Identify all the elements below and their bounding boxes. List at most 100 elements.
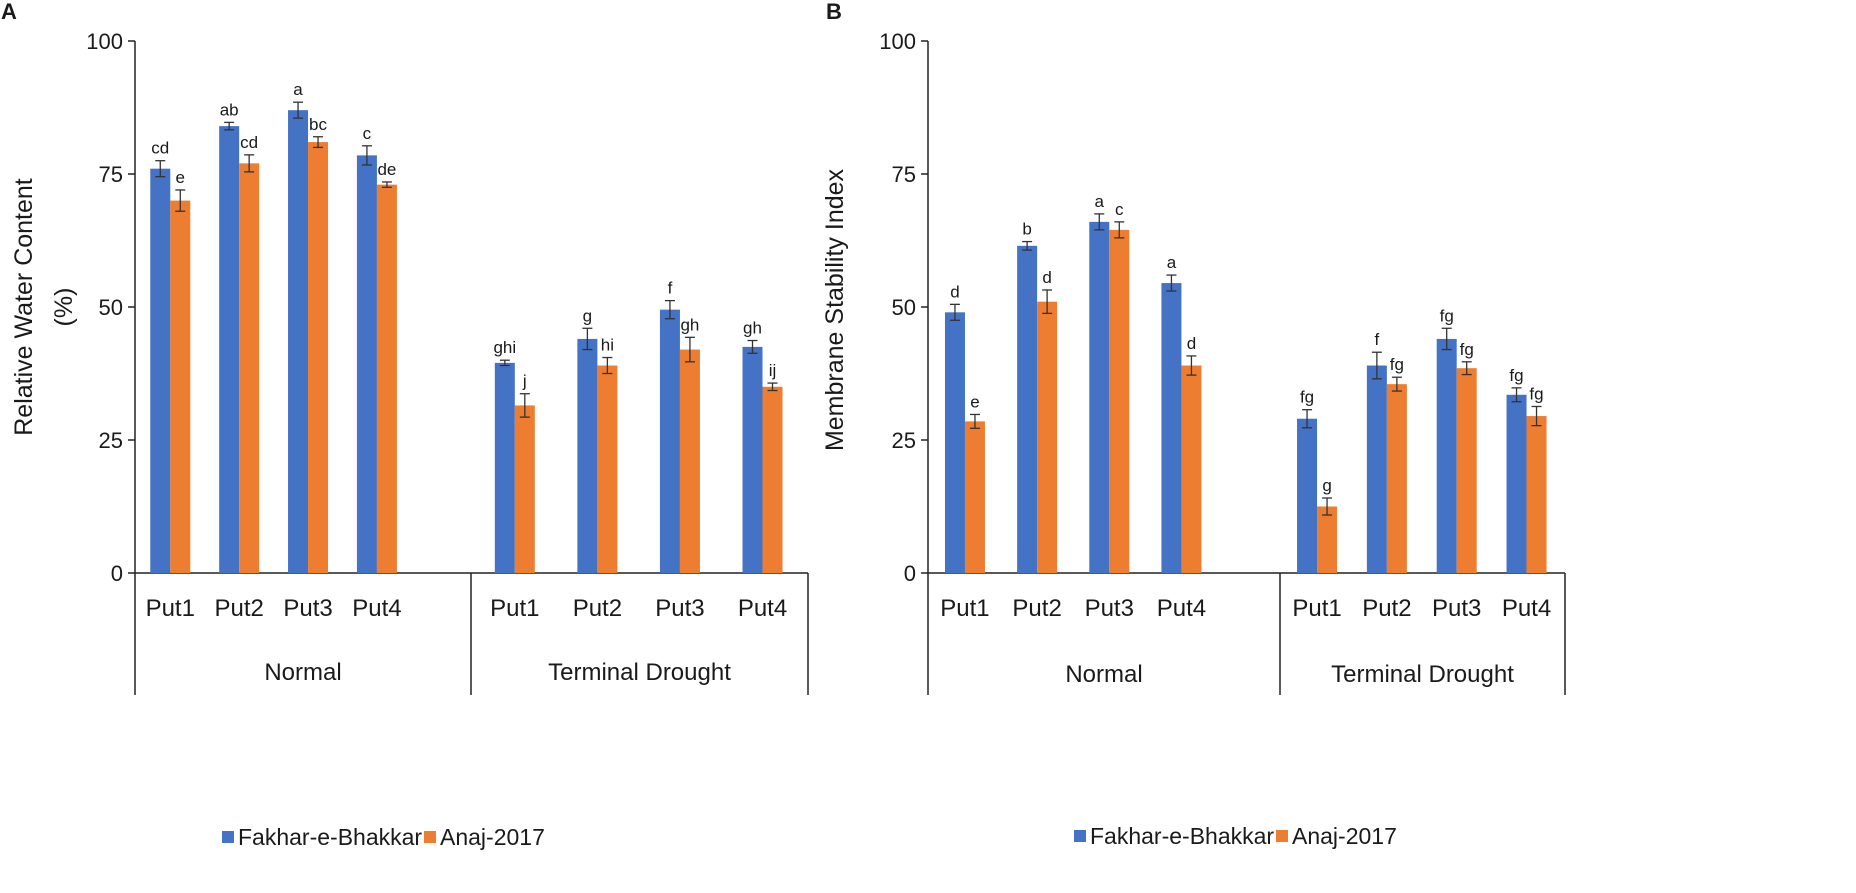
panel-b-group-label: Normal — [1065, 661, 1142, 688]
panel-b-y-tick-label: 100 — [879, 29, 916, 54]
panel-b-category-label: Put4 — [1157, 595, 1206, 622]
panel-a-bar-fakhar-e-bhakkar — [577, 338, 598, 573]
panel-b-bar-anaj-2017 — [964, 421, 985, 573]
panel-a-bar-fakhar-e-bhakkar — [356, 155, 377, 573]
panel-b-significance-letter: c — [1115, 200, 1124, 219]
panel-a-significance-letter: c — [363, 124, 372, 143]
panel-a-legend-label-anaj-2017: Anaj-2017 — [440, 824, 545, 850]
panel-b-category-label: Put1 — [1292, 595, 1341, 622]
panel-a-category-label: Put3 — [655, 595, 704, 622]
panel-a-bar-fakhar-e-bhakkar — [659, 309, 680, 573]
panel-a-y-axis-label: (%) — [50, 288, 78, 327]
panel-a-significance-letter: f — [668, 279, 673, 298]
panel-b-category-label: Put1 — [940, 595, 989, 622]
panel-a-significance-letter: gh — [680, 315, 699, 334]
panel-a-legend-label-fakhar-e-bhakkar: Fakhar-e-Bhakkar — [238, 824, 422, 850]
panel-a-significance-letter: a — [293, 80, 303, 99]
panel-b-bar-anaj-2017 — [1037, 301, 1058, 573]
panel-b-significance-letter: b — [1022, 220, 1031, 239]
panel-b-y-tick-label: 0 — [904, 561, 916, 586]
panel-a-category-label: Put2 — [214, 595, 263, 622]
panel-b-significance-letter: fg — [1509, 366, 1523, 385]
panel-a-bar-anaj-2017 — [514, 405, 535, 573]
panel-b-significance-letter: fg — [1300, 388, 1314, 407]
panel-a-y-tick-label: 25 — [99, 428, 123, 453]
panel-a-group-label: Normal — [264, 659, 341, 686]
panel-a-category-label: Put3 — [283, 595, 332, 622]
panel-a-legend-swatch-fakhar-e-bhakkar — [222, 831, 234, 843]
panel-a-significance-letter: g — [583, 306, 592, 325]
panel-b-significance-letter: a — [1095, 192, 1105, 211]
panel-a-bar-anaj-2017 — [239, 163, 260, 574]
panel-b-significance-letter: d — [1187, 334, 1196, 353]
panel-a-y-axis-label: Relative Water Content — [10, 178, 38, 436]
panel-b-bar-fakhar-e-bhakkar — [944, 312, 965, 573]
panel-b-bar-anaj-2017 — [1181, 365, 1202, 573]
panel-b-bar-fakhar-e-bhakkar — [1017, 245, 1038, 573]
panel-b-y-tick-label: 75 — [892, 162, 916, 187]
panel-b-bar-anaj-2017 — [1317, 506, 1338, 573]
panel-a-legend-swatch-anaj-2017 — [424, 831, 436, 843]
panel-b-bar-fakhar-e-bhakkar — [1161, 283, 1182, 573]
panel-a-bar-fakhar-e-bhakkar — [288, 110, 309, 573]
panel-b-category-label: Put3 — [1085, 595, 1134, 622]
panel-b-category-label: Put2 — [1362, 595, 1411, 622]
panel-b-bar-anaj-2017 — [1526, 416, 1547, 573]
panel-a-bar-fakhar-e-bhakkar — [150, 168, 171, 573]
panel-b-bar-fakhar-e-bhakkar — [1436, 338, 1457, 573]
panel-b-significance-letter: d — [1042, 268, 1051, 287]
panel-b-y-tick-label: 50 — [892, 295, 916, 320]
panel-a-bar-anaj-2017 — [170, 200, 191, 573]
panel-b-significance-letter: fg — [1529, 384, 1543, 403]
panel-b-legend-swatch-anaj-2017 — [1276, 830, 1288, 842]
panel-a-y-tick-label: 50 — [99, 295, 123, 320]
panel-a-significance-letter: bc — [309, 115, 327, 134]
panel-b-significance-letter: a — [1167, 253, 1177, 272]
panel-a-significance-letter: de — [377, 160, 396, 179]
panel-a-category-label: Put1 — [146, 595, 195, 622]
panel-b-bar-fakhar-e-bhakkar — [1297, 418, 1318, 573]
panel-a-bar-anaj-2017 — [679, 349, 700, 573]
panel-a-category-label: Put4 — [352, 595, 401, 622]
panel-a-significance-letter: cd — [151, 139, 169, 158]
panel-a-y-tick-label: 75 — [99, 162, 123, 187]
panel-b-significance-letter: e — [970, 392, 979, 411]
panel-b-significance-letter: fg — [1460, 340, 1474, 359]
panel-b-legend-label-anaj-2017: Anaj-2017 — [1292, 823, 1397, 849]
panel-b-significance-letter: d — [950, 282, 959, 301]
panel-a-significance-letter: ij — [769, 361, 777, 380]
panel-b-legend-label-fakhar-e-bhakkar: Fakhar-e-Bhakkar — [1090, 823, 1274, 849]
panel-b-significance-letter: f — [1375, 330, 1380, 349]
panel-b-bar-fakhar-e-bhakkar — [1089, 221, 1110, 573]
panel-a-significance-letter: ab — [220, 100, 239, 119]
panel-a-significance-letter: hi — [601, 336, 614, 355]
panel-a-group-label: Terminal Drought — [548, 659, 731, 686]
panel-b-y-axis-label: Membrane Stability Index — [821, 168, 849, 451]
panel-a-significance-letter: gh — [743, 319, 762, 338]
panel-b-category-label: Put4 — [1502, 595, 1551, 622]
panel-a-bar-anaj-2017 — [762, 386, 783, 573]
panel-b-legend-swatch-fakhar-e-bhakkar — [1074, 830, 1086, 842]
panel-a-bar-fakhar-e-bhakkar — [219, 126, 240, 574]
panel-a-bar-anaj-2017 — [308, 142, 329, 573]
panel-b-group-label: Terminal Drought — [1331, 661, 1514, 688]
panel-b-y-tick-label: 25 — [892, 428, 916, 453]
panel-b-bar-fakhar-e-bhakkar — [1366, 365, 1387, 573]
chart-panel-a: 0255075100cdabacghigfghecdbcdejhighijPut… — [10, 29, 809, 850]
panel-b-letter: B — [826, 0, 842, 24]
panel-b-bar-anaj-2017 — [1109, 229, 1130, 574]
panel-b-significance-letter: fg — [1390, 355, 1404, 374]
panel-a-bar-anaj-2017 — [597, 365, 618, 573]
panel-a-bar-fakhar-e-bhakkar — [494, 362, 515, 573]
panel-b-bar-anaj-2017 — [1456, 368, 1477, 573]
panel-b-category-label: Put2 — [1012, 595, 1061, 622]
panel-a-bar-fakhar-e-bhakkar — [742, 346, 763, 573]
panel-a-significance-letter: e — [176, 168, 185, 187]
panel-b-significance-letter: g — [1322, 476, 1331, 495]
panel-a-significance-letter: cd — [240, 133, 258, 152]
panel-a-y-tick-label: 100 — [86, 29, 123, 54]
panel-a-significance-letter: ghi — [493, 338, 516, 357]
panel-a-letter: A — [1, 0, 17, 24]
